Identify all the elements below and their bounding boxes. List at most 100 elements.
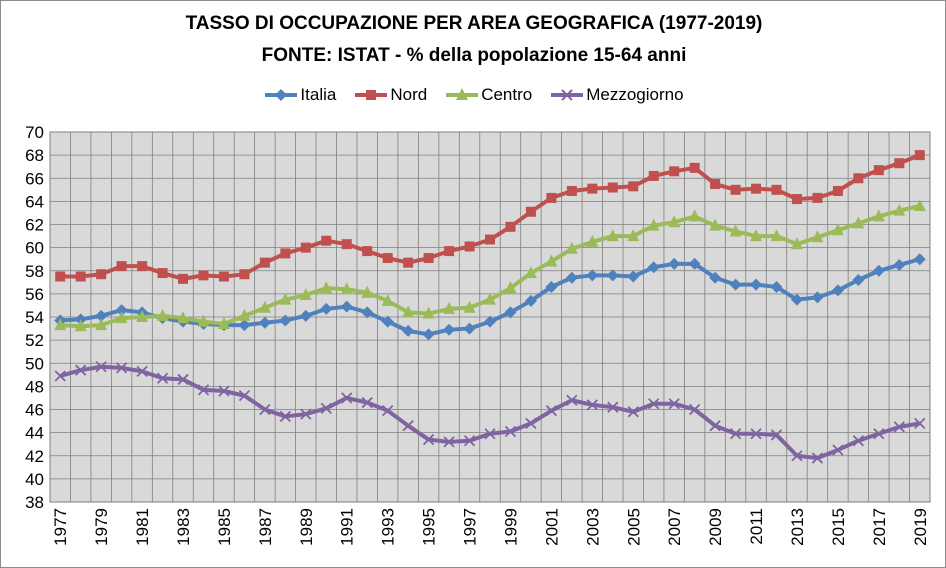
data-point-nord bbox=[791, 194, 802, 205]
data-point-nord bbox=[628, 181, 639, 192]
data-point-nord bbox=[710, 179, 721, 190]
data-point-mezzogiorno bbox=[156, 372, 169, 384]
y-tick-label: 44 bbox=[25, 424, 44, 443]
data-point-italia bbox=[115, 304, 128, 317]
x-tick-label: 2019 bbox=[911, 508, 930, 546]
data-point-centro bbox=[893, 203, 906, 216]
data-point-nord bbox=[321, 235, 332, 246]
data-point-italia bbox=[443, 323, 456, 336]
data-point-mezzogiorno bbox=[791, 450, 803, 462]
data-point-italia bbox=[299, 309, 312, 322]
data-point-italia bbox=[606, 269, 619, 282]
data-point-centro bbox=[340, 282, 353, 295]
data-point-italia bbox=[688, 257, 701, 270]
data-point-centro bbox=[422, 306, 435, 319]
data-point-centro bbox=[709, 218, 722, 231]
data-point-italia bbox=[95, 309, 108, 322]
data-point-centro bbox=[872, 209, 885, 222]
data-point-centro bbox=[443, 301, 456, 314]
x-tick-label: 2007 bbox=[665, 508, 684, 546]
data-point-nord bbox=[239, 269, 250, 280]
data-point-centro bbox=[156, 308, 169, 321]
legend-item-nord: Nord bbox=[354, 85, 427, 105]
data-point-italia bbox=[872, 264, 885, 277]
legend-marker bbox=[275, 89, 288, 101]
x-tick-label: 1993 bbox=[379, 508, 398, 546]
data-point-mezzogiorno bbox=[689, 403, 701, 416]
data-point-italia bbox=[402, 324, 415, 337]
x-tick-label: 1983 bbox=[174, 508, 193, 546]
x-tick-label: 1977 bbox=[51, 508, 70, 546]
data-point-mezzogiorno bbox=[770, 429, 783, 441]
data-point-nord bbox=[423, 253, 434, 264]
legend-item-mezzogiorno: Mezzogiorno bbox=[550, 85, 684, 105]
data-point-centro bbox=[95, 318, 108, 331]
data-point-nord bbox=[464, 241, 475, 252]
legend-marker bbox=[561, 89, 573, 101]
x-tick-label: 2003 bbox=[583, 508, 602, 546]
x-tick-label: 1991 bbox=[338, 508, 357, 546]
x-tick-label: 1999 bbox=[501, 508, 520, 546]
data-point-italia bbox=[913, 253, 926, 266]
legend-marker bbox=[366, 90, 377, 100]
data-point-nord bbox=[341, 239, 352, 250]
data-point-mezzogiorno bbox=[361, 396, 373, 409]
data-point-nord bbox=[525, 206, 536, 217]
data-point-mezzogiorno bbox=[627, 406, 639, 418]
y-tick-label: 46 bbox=[25, 401, 44, 420]
data-point-mezzogiorno bbox=[709, 420, 721, 432]
data-point-centro bbox=[381, 293, 394, 306]
chart-subtitle: FONTE: ISTAT - % della popolazione 15-64… bbox=[261, 45, 687, 66]
data-point-centro bbox=[606, 229, 619, 242]
data-point-mezzogiorno bbox=[402, 420, 414, 432]
data-point-mezzogiorno bbox=[525, 417, 537, 430]
data-point-italia bbox=[790, 293, 803, 306]
data-point-mezzogiorno bbox=[382, 405, 394, 417]
data-point-nord bbox=[751, 183, 762, 194]
data-point-italia bbox=[750, 278, 763, 291]
data-point-mezzogiorno bbox=[811, 452, 824, 464]
y-tick-label: 58 bbox=[25, 262, 44, 281]
data-point-italia bbox=[422, 328, 435, 341]
data-point-italia bbox=[545, 280, 558, 293]
data-point-centro bbox=[750, 229, 763, 242]
legend-label: Centro bbox=[481, 85, 533, 104]
data-point-italia bbox=[627, 270, 640, 283]
data-point-mezzogiorno bbox=[320, 402, 332, 414]
legend-item-centro: Centro bbox=[445, 85, 532, 105]
data-point-italia bbox=[279, 314, 292, 327]
data-point-centro bbox=[115, 311, 128, 324]
data-point-mezzogiorno bbox=[832, 444, 844, 456]
data-point-nord bbox=[914, 150, 925, 161]
y-tick-label: 64 bbox=[25, 192, 44, 211]
y-tick-label: 52 bbox=[25, 331, 44, 350]
data-point-centro bbox=[258, 300, 271, 313]
x-tick-label: 1995 bbox=[420, 508, 439, 546]
data-point-italia bbox=[484, 315, 496, 328]
data-point-mezzogiorno bbox=[750, 428, 762, 440]
y-tick-label: 40 bbox=[25, 470, 44, 489]
y-tick-label: 38 bbox=[25, 493, 44, 512]
data-point-nord bbox=[382, 253, 393, 264]
data-point-italia bbox=[831, 284, 844, 297]
data-point-mezzogiorno bbox=[729, 428, 742, 440]
data-point-centro bbox=[177, 311, 190, 324]
data-point-centro bbox=[320, 281, 333, 294]
data-point-italia bbox=[340, 300, 353, 313]
data-point-nord bbox=[300, 242, 311, 253]
data-point-centro bbox=[217, 316, 230, 329]
data-point-italia bbox=[258, 316, 271, 329]
legend-swatch-italia bbox=[265, 89, 298, 101]
x-tick-label: 2017 bbox=[870, 508, 889, 546]
data-point-italia bbox=[463, 322, 476, 335]
data-point-italia bbox=[852, 274, 865, 286]
data-point-mezzogiorno bbox=[566, 394, 578, 406]
data-point-nord bbox=[116, 261, 127, 272]
data-point-nord bbox=[505, 221, 516, 232]
data-point-centro bbox=[811, 230, 824, 243]
data-point-mezzogiorno bbox=[136, 365, 148, 377]
data-point-centro bbox=[647, 218, 660, 231]
x-tick-label: 1997 bbox=[461, 508, 480, 546]
y-tick-label: 60 bbox=[25, 239, 44, 258]
